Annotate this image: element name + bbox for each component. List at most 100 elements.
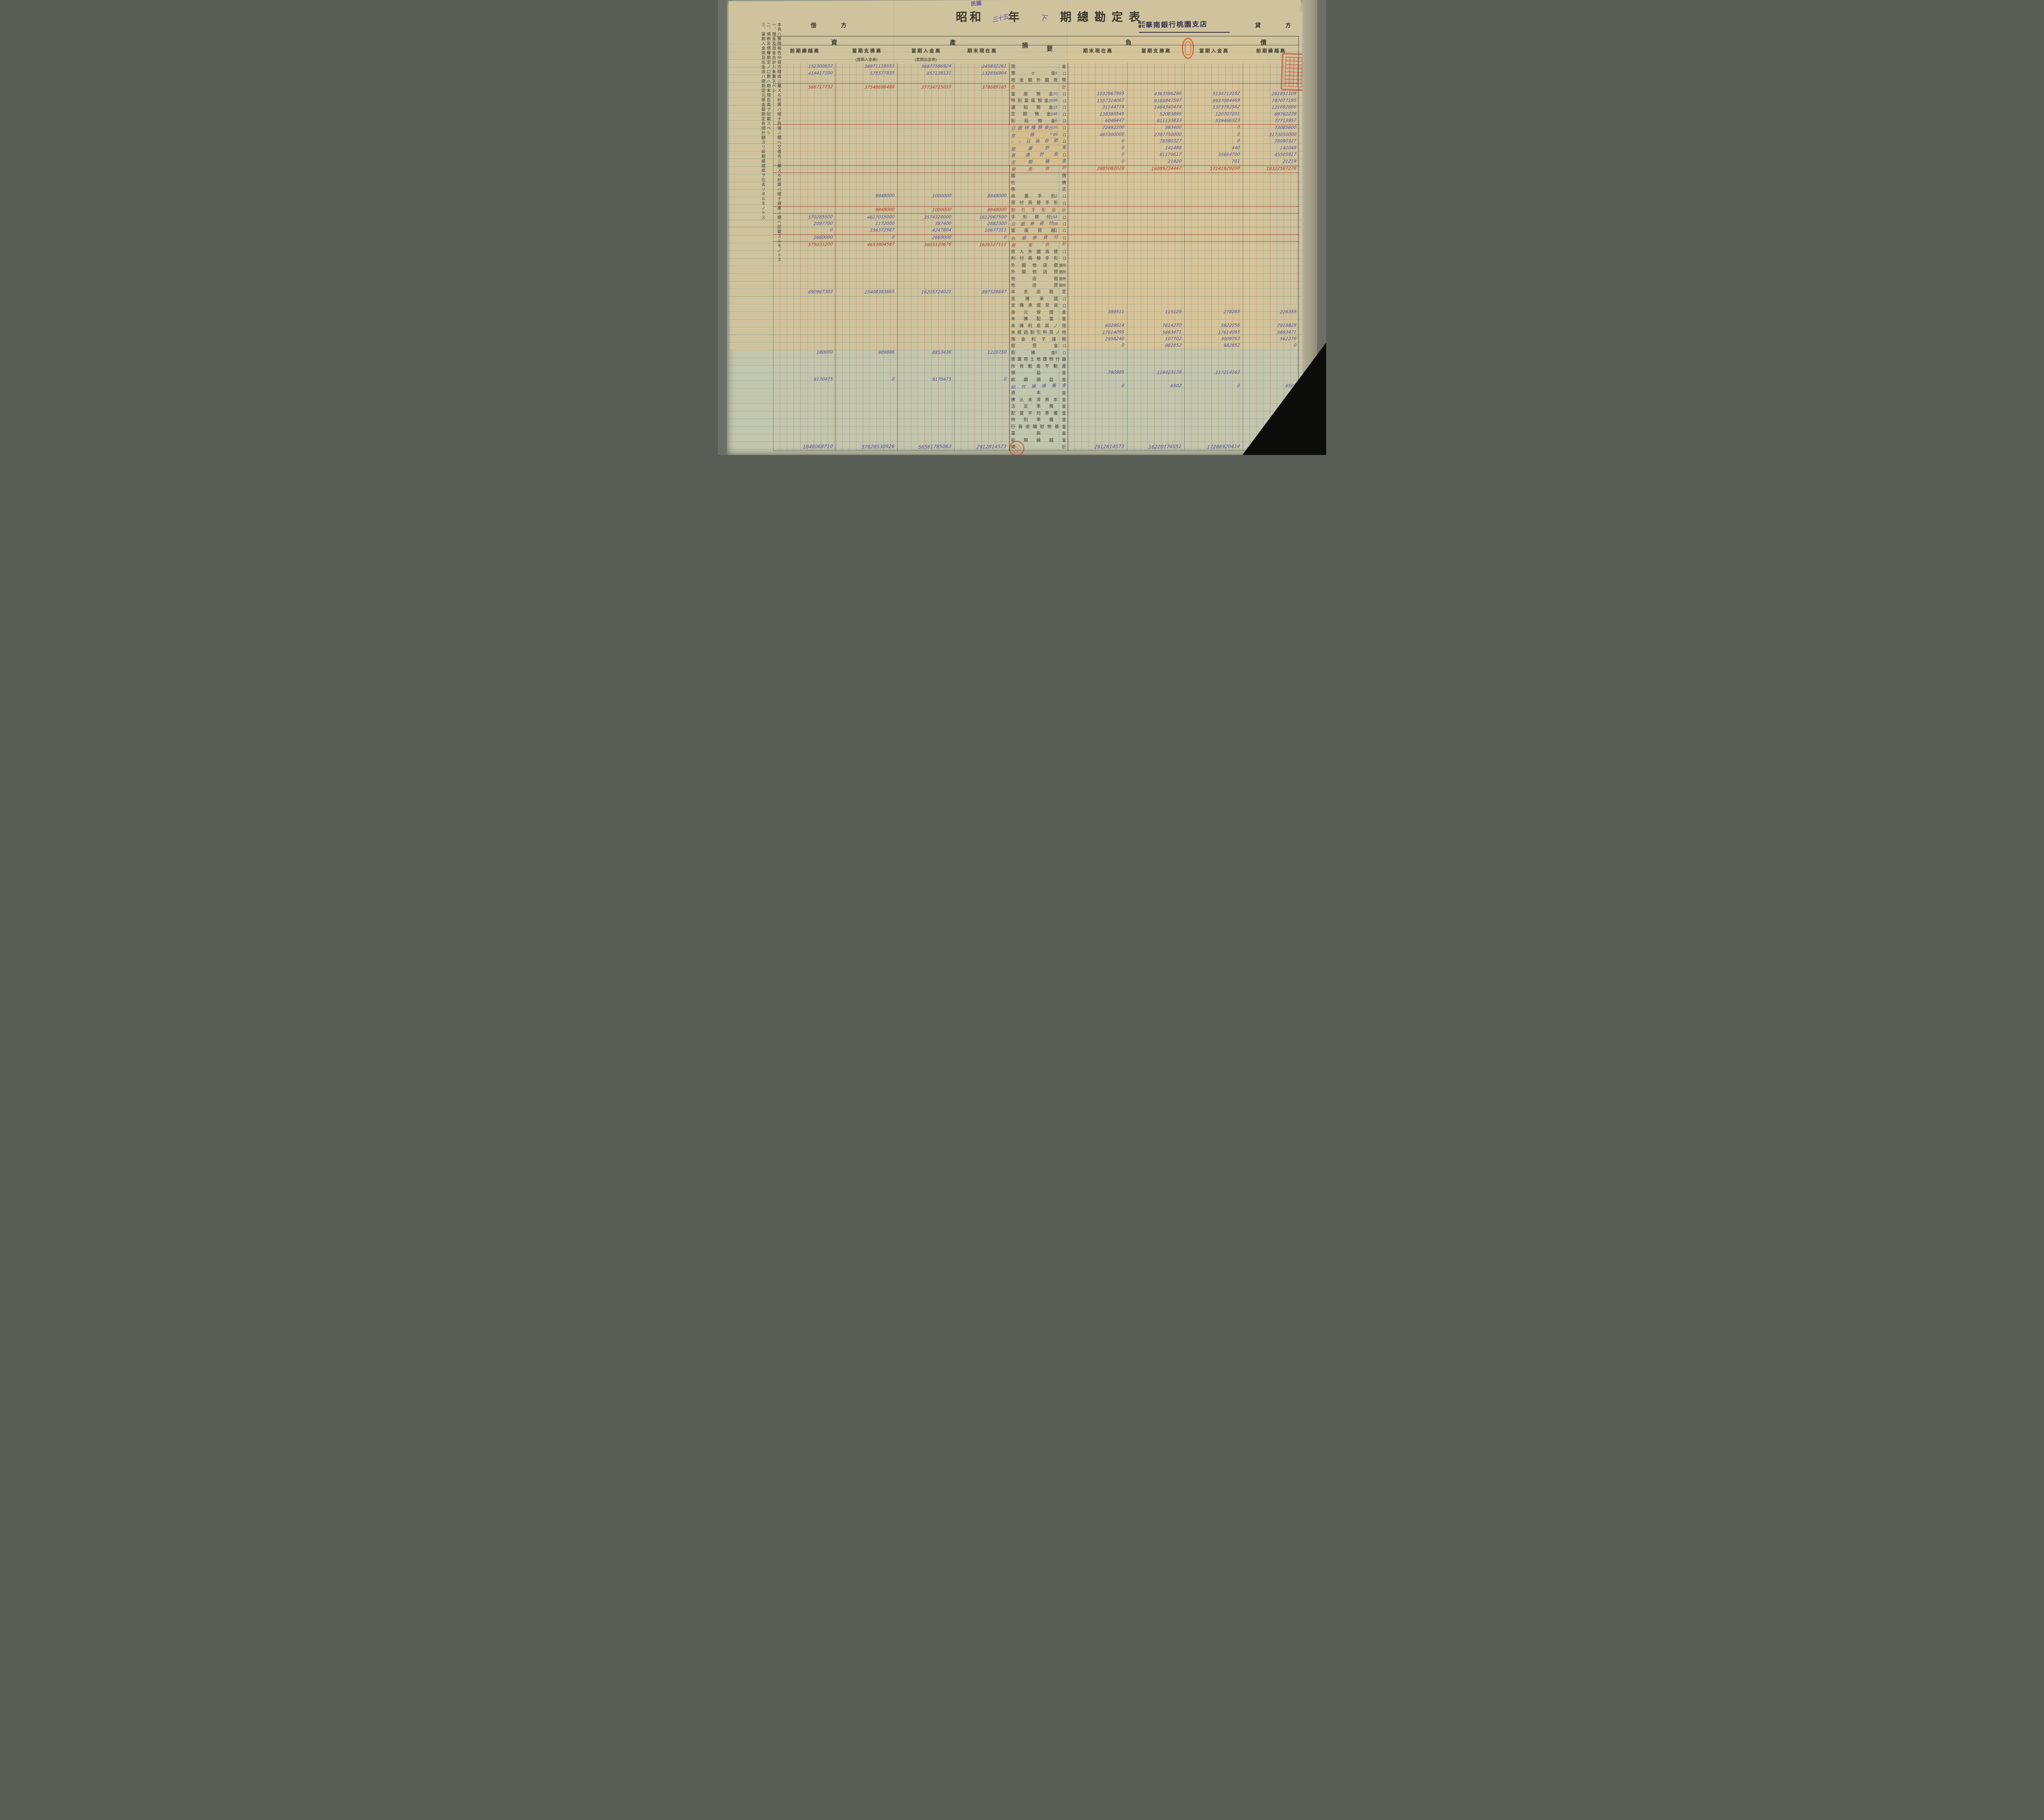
account-label: 買入外國爲替 (1011, 249, 1058, 254)
amount-right-2 (1184, 251, 1243, 252)
amount-left-3: 8848000 (987, 193, 1007, 199)
amount-right-1 (1127, 392, 1184, 394)
amount-left-0 (773, 175, 836, 177)
col-paid-right (1127, 63, 1185, 451)
amount-right-3 (1243, 87, 1299, 88)
amount-left-1 (836, 318, 897, 320)
amount-left-0: 2097700 (813, 221, 834, 226)
account-label: 普通貯金 (1011, 152, 1058, 159)
amount-left-0 (773, 251, 836, 252)
amount-right-2: 701 (1231, 159, 1241, 164)
account-label-cell: 合計 (1009, 84, 1068, 90)
account-label-cell: 損益金 (1009, 370, 1068, 376)
amount-left-2 (897, 413, 954, 414)
amount-right-1: 16089234447 (1151, 166, 1182, 172)
amount-left-0 (773, 325, 836, 326)
account-unit: 箇所 (1059, 283, 1066, 288)
amount-left-2 (897, 258, 954, 259)
amount-left-0 (773, 202, 836, 204)
amount-right-1 (1127, 359, 1184, 360)
amount-right-2: 0 (1237, 139, 1241, 144)
account-label: 前期損益金 (1011, 377, 1066, 382)
amount-right-0 (1068, 359, 1127, 360)
amount-left-2 (897, 365, 954, 367)
amount-left-2 (897, 189, 954, 190)
amount-left-0 (773, 318, 836, 320)
amount-left-0: 180000 (816, 350, 834, 355)
stamp-underline (1139, 32, 1230, 33)
amount-right-2 (1184, 87, 1243, 88)
amount-left-3 (954, 325, 1009, 327)
account-label-cell: 前期損益金 (1009, 377, 1068, 383)
amount-right-2 (1184, 182, 1243, 184)
amount-left-0 (773, 94, 836, 95)
amount-right-1: 78590327 (1159, 139, 1182, 144)
amount-right-2 (1184, 318, 1243, 320)
ledger-row: 國債 (773, 173, 1299, 179)
amount-right-2 (1184, 392, 1243, 394)
fold-crease (894, 0, 895, 455)
amount-left-3: 0 (1003, 377, 1007, 382)
account-label: 賞與金 (1011, 431, 1066, 436)
amount-left-0 (773, 168, 836, 170)
amount-right-1 (1127, 244, 1184, 246)
amount-right-0 (1068, 298, 1127, 300)
ledger-row: 假受金口 0 982852 982852 0 (773, 343, 1299, 349)
amount-left-2 (897, 94, 954, 95)
amount-left-3 (954, 339, 1009, 340)
amount-left-2 (897, 285, 954, 286)
amount-left-2 (897, 305, 954, 306)
amount-left-3 (954, 134, 1009, 136)
amount-right-0: 6046447 (1105, 118, 1125, 123)
amount-left-2 (897, 386, 954, 387)
ledger-row: 690967303 15408383665 16205724021 897526647… (773, 289, 1299, 295)
account-label-cell: 支拂承諾口 (1009, 296, 1068, 302)
amount-right-1: 593400 (1165, 125, 1182, 130)
amount-right-2 (1184, 271, 1243, 273)
liabilities-header-char1: 負 (1125, 39, 1132, 46)
account-label-cell: 割引手形合計 (1009, 207, 1068, 213)
left-column-subnote: (當期出金高) (914, 58, 937, 62)
amount-left-1 (836, 189, 897, 190)
account-unit: 箇所 (1059, 270, 1066, 274)
ledger-row: 荷付爲替手形口 (773, 199, 1299, 207)
summary-header-char2: 要 (1047, 45, 1053, 52)
amount-left-0 (773, 264, 836, 266)
amount-right-2 (1184, 264, 1243, 266)
amount-left-3 (954, 189, 1009, 190)
amount-left-1: 36971118553 (864, 63, 895, 69)
amount-right-2 (1184, 244, 1243, 246)
account-label: 法定準備金 (1011, 404, 1066, 409)
amount-right-0 (1068, 230, 1127, 231)
amount-right-3 (1243, 210, 1299, 211)
amount-right-2: 3009763 (1220, 336, 1241, 342)
ledger-row: 414417100 575577935 857138131 132856904 預ヶ金 4… (773, 70, 1299, 76)
amount-right-1 (1127, 426, 1184, 428)
title-rest: 期總勘定表 (1060, 11, 1146, 23)
account-label-cell: 總計 (1009, 444, 1068, 450)
amount-left-3 (954, 399, 1009, 401)
year-handwritten: 三十五 (991, 13, 1009, 24)
amount-right-1: 115129 (1165, 309, 1182, 315)
account-unit: 箇所 (1059, 276, 1066, 281)
account-unit: 口 (1062, 99, 1066, 103)
amount-left-0 (773, 298, 836, 300)
amount-right-3 (1243, 80, 1299, 81)
account-label-cell: 外國他店借箇所 (1009, 262, 1068, 269)
amount-left-0 (773, 413, 836, 414)
account-label: 預金利子諸税 (1011, 336, 1066, 342)
amount-right-3 (1243, 66, 1299, 67)
amount-right-0 (1068, 237, 1127, 238)
amount-right-0 (1068, 406, 1127, 407)
account-label: 合計 (1011, 85, 1066, 90)
account-label-cell: 預金合計 (1009, 166, 1068, 173)
account-label: 預ヶ金 (1011, 71, 1056, 76)
ledger-row: 据置貯金 0 141488 440 141048 (773, 145, 1299, 152)
amount-right-1 (1127, 305, 1184, 306)
amount-left-2 (897, 202, 954, 204)
account-label: 假受金 (1011, 343, 1058, 349)
amount-left-2: 1000000 (932, 207, 952, 213)
amount-left-3: 132856904 (982, 70, 1007, 76)
amount-right-0 (1068, 365, 1127, 367)
amount-left-3: 1626527111 (979, 242, 1007, 248)
